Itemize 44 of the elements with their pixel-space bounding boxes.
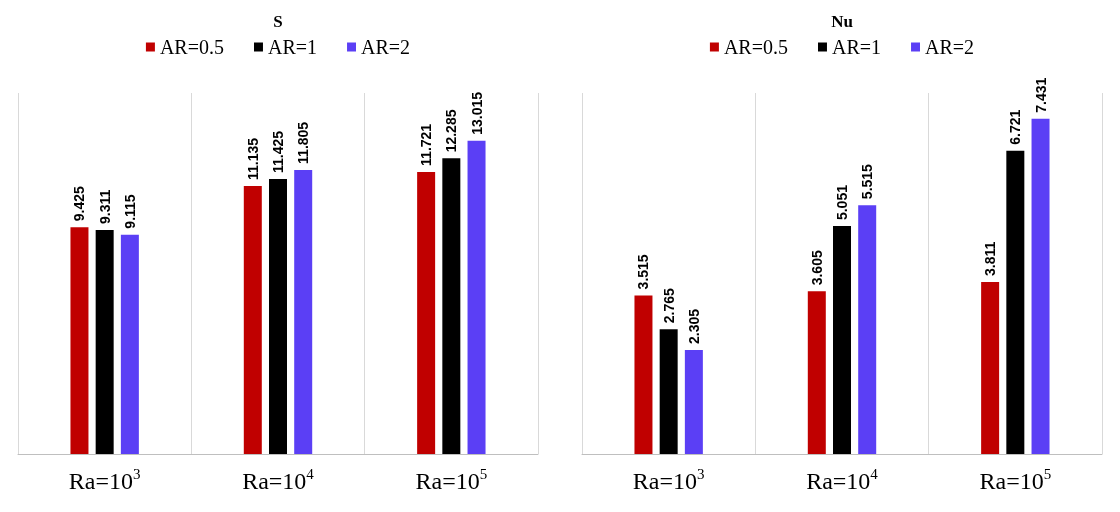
- bar: [294, 169, 313, 454]
- data-label: 2.305: [685, 308, 702, 344]
- bar: [269, 179, 287, 454]
- data-label: 9.425: [71, 185, 88, 222]
- legend-label: AR=1: [267, 36, 318, 58]
- data-label: 3.515: [635, 254, 652, 290]
- data-label: 6.721: [1007, 109, 1024, 145]
- bar: [1006, 150, 1025, 454]
- bar: [1031, 118, 1050, 454]
- legend-label: AR=0.5: [723, 36, 788, 58]
- legend-label: AR=1: [831, 36, 882, 58]
- bar: [467, 140, 486, 454]
- data-label: 3.811: [982, 241, 999, 277]
- bar: [442, 158, 461, 454]
- data-label: 3.605: [808, 250, 825, 286]
- bar: [684, 349, 703, 454]
- data-label: 7.431: [1032, 77, 1049, 113]
- data-label: 12.285: [443, 109, 460, 153]
- data-label: 5.051: [834, 184, 850, 221]
- bar: [70, 227, 89, 454]
- data-label: 11.805: [295, 121, 312, 164]
- data-label: 5.515: [859, 163, 876, 200]
- bar: [417, 171, 436, 454]
- chart-title: S: [273, 12, 283, 31]
- chart-title: Nu: [831, 12, 853, 31]
- bar: [634, 295, 653, 454]
- data-label: 13.015: [468, 91, 485, 135]
- bar: [659, 329, 678, 454]
- data-label: 9.115: [121, 194, 138, 229]
- legend-label: AR=2: [361, 36, 411, 58]
- data-label: 11.135: [244, 137, 261, 181]
- data-label: 9.311: [96, 189, 113, 224]
- bar: [981, 282, 1000, 454]
- data-label: 2.765: [660, 287, 677, 324]
- bar: [95, 229, 114, 454]
- bar: [120, 234, 139, 454]
- bar: [833, 226, 851, 454]
- legend-label: AR=0.5: [159, 36, 224, 58]
- bar: [858, 205, 877, 454]
- data-label: 11.425: [270, 130, 286, 174]
- legend-label: AR=2: [925, 36, 975, 58]
- bar: [243, 186, 262, 454]
- data-label: 11.721: [418, 123, 435, 166]
- bar: [807, 291, 826, 454]
